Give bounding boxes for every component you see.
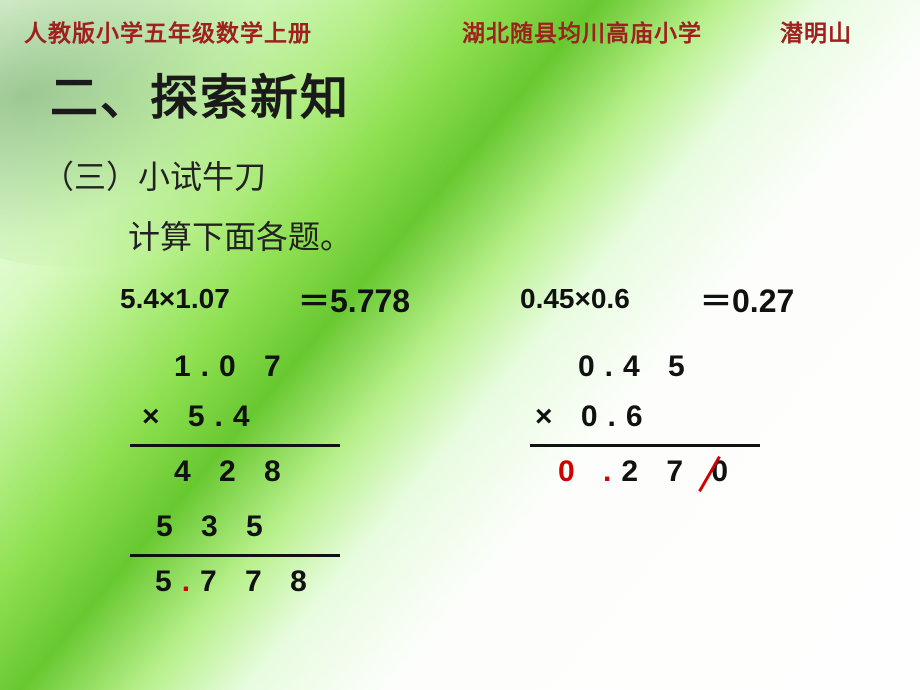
subsection-title: （三）小试牛刀 (42, 152, 266, 198)
calc2-multiplicand: 0.4 5 (578, 350, 695, 384)
textbook-label: 人教版小学五年级数学上册 (24, 14, 312, 48)
school-label: 湖北随县均川高庙小学 (462, 14, 702, 48)
calc2-bar (530, 444, 760, 447)
calc1-result-frac: 7 7 8 (200, 565, 317, 598)
calc1-multiplicand: 1.0 7 (174, 350, 291, 384)
calc1-partial-1: 4 2 8 (174, 455, 291, 489)
calc2-result: 0 .2 7 0 (558, 455, 738, 489)
calc1-result-int: 5 (155, 565, 182, 598)
calc2-result-mid: 2 7 (621, 455, 711, 488)
calc2-leading-zero: 0 (558, 455, 603, 488)
calc1-multiplier: × 5.4 (142, 400, 260, 434)
calc1-result: 5.7 7 8 (155, 565, 317, 599)
teacher-label: 潜明山 (780, 14, 852, 48)
calc2-trailing-zero: 0 (711, 455, 738, 488)
problem-1-answer: ＝5.778 (298, 276, 410, 322)
calc1-bar-2 (130, 554, 340, 557)
calc1-partial-2: 5 3 5 (156, 510, 273, 544)
instruction-text: 计算下面各题。 (128, 212, 352, 258)
calc1-decimal-point: . (182, 565, 200, 598)
problem-2-answer: ＝0.27 (700, 276, 794, 322)
problem-1-expression: 5.4×1.07 (120, 283, 230, 315)
calc2-multiplier: × 0.6 (535, 400, 653, 434)
calc1-bar-1 (130, 444, 340, 447)
calc2-decimal-point: . (603, 455, 621, 488)
problem-2-expression: 0.45×0.6 (520, 283, 630, 315)
section-title: 二、探索新知 (50, 58, 350, 128)
